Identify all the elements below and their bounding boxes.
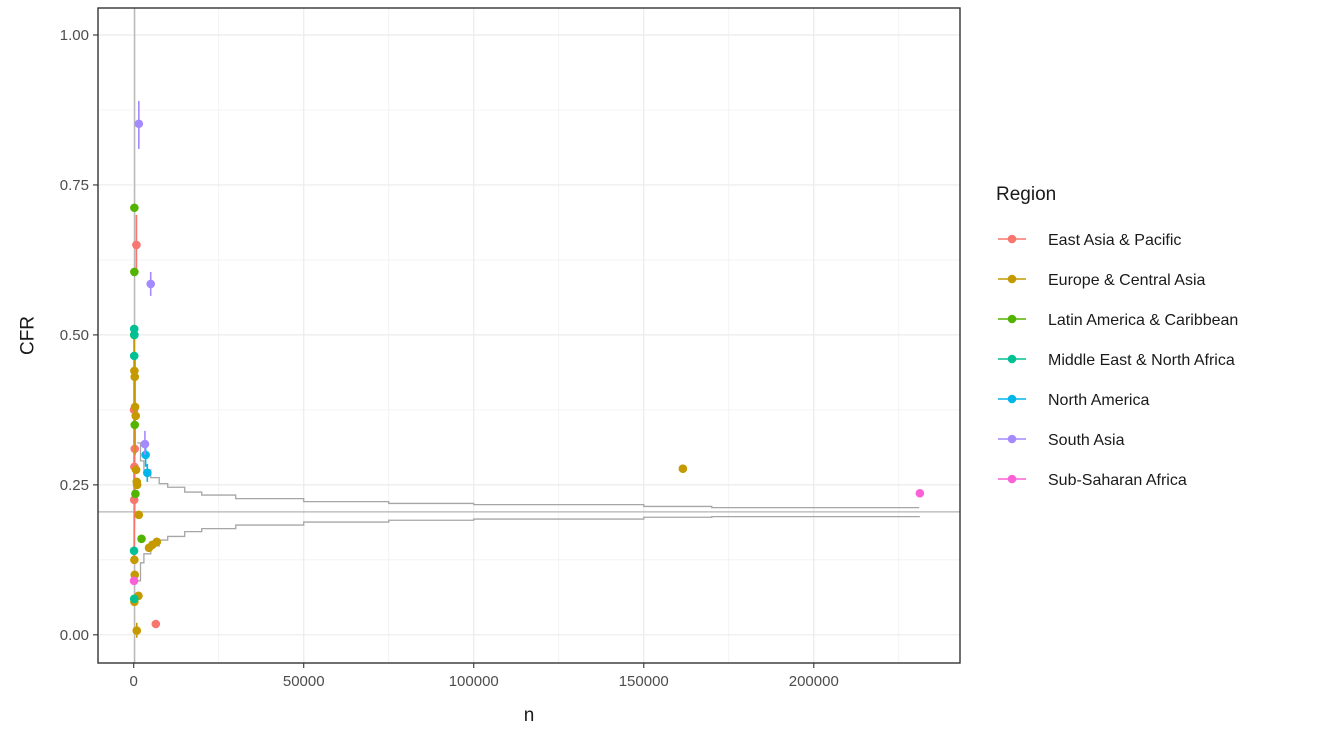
legend-key-point (1007, 234, 1017, 244)
legend-key-point (1007, 314, 1017, 324)
legend-label: East Asia & Pacific (1048, 232, 1181, 249)
data-point (130, 555, 139, 565)
legend-label: Latin America & Caribbean (1048, 312, 1238, 329)
series-sub-saharan-africa (129, 488, 925, 586)
data-point (132, 240, 141, 250)
y-tick-label: 0.25 (60, 477, 89, 494)
legend-item: South Asia (998, 432, 1125, 449)
legend-title: Region (996, 184, 1056, 205)
legend-key-point (1007, 274, 1017, 284)
funnel-lower-line (137, 515, 920, 582)
x-tick-label: 200000 (789, 673, 839, 690)
legend-label: Europe & Central Asia (1048, 272, 1206, 289)
panel-border (97, 7, 961, 664)
x-tick-label: 50000 (283, 673, 325, 690)
series-middle-east-north-africa (129, 324, 139, 604)
legend-item: Sub-Saharan Africa (998, 472, 1187, 489)
legend-label: South Asia (1048, 432, 1125, 449)
legend-item: Latin America & Caribbean (998, 312, 1238, 329)
legend-key-point (1007, 354, 1017, 364)
plot-panel (97, 7, 961, 664)
data-point (140, 439, 150, 449)
data-point (132, 480, 142, 490)
data-point (131, 465, 141, 475)
data-point (137, 534, 146, 544)
x-tick-label: 0 (130, 673, 138, 690)
series-north-america (141, 442, 152, 482)
y-tick-label: 1.00 (60, 27, 89, 44)
data-point (141, 450, 150, 460)
data-point (129, 576, 139, 586)
data-point (151, 619, 161, 629)
y-tick-label: 0.00 (60, 627, 89, 644)
x-axis-title: n (524, 705, 535, 726)
data-point (130, 203, 139, 213)
data-point (129, 351, 139, 361)
x-axis: 0 50000 100000 150000 200000 (130, 663, 839, 690)
y-axis-title: CFR (18, 316, 39, 355)
data-point (915, 488, 925, 498)
legend-key-point (1007, 474, 1017, 484)
legend: Region East Asia & Pacific Europe & Centr… (996, 184, 1238, 489)
legend-item: North America (998, 392, 1149, 409)
data-point (134, 119, 144, 129)
legend-item: East Asia & Pacific (998, 232, 1181, 249)
data-point (130, 420, 140, 430)
legend-label: North America (1048, 392, 1149, 409)
data-point (132, 626, 142, 635)
data-point (152, 537, 162, 547)
data-point (129, 324, 139, 334)
data-point (130, 330, 139, 340)
legend-label: Middle East & North Africa (1048, 352, 1235, 369)
legend-key-point (1007, 394, 1017, 404)
data-point (143, 468, 152, 478)
x-tick-label: 100000 (449, 673, 499, 690)
data-point (129, 546, 139, 556)
legend-key-point (1007, 434, 1017, 444)
legend-item: Europe & Central Asia (998, 272, 1206, 289)
data-point (129, 594, 139, 604)
data-point (131, 411, 141, 421)
data-point (130, 402, 140, 412)
data-point (134, 510, 144, 520)
y-axis: 0.00 0.25 0.50 0.75 1.00 (60, 27, 98, 644)
y-tick-label: 0.50 (60, 327, 89, 344)
y-tick-label: 0.75 (60, 177, 89, 194)
data-point (678, 464, 688, 473)
data-point (130, 267, 139, 277)
data-point (131, 489, 140, 499)
legend-item: Middle East & North Africa (998, 352, 1235, 369)
series-layer (129, 100, 925, 638)
legend-label: Sub-Saharan Africa (1048, 472, 1187, 489)
data-point (146, 279, 156, 289)
x-tick-label: 150000 (619, 673, 669, 690)
series-south-asia (134, 100, 156, 455)
